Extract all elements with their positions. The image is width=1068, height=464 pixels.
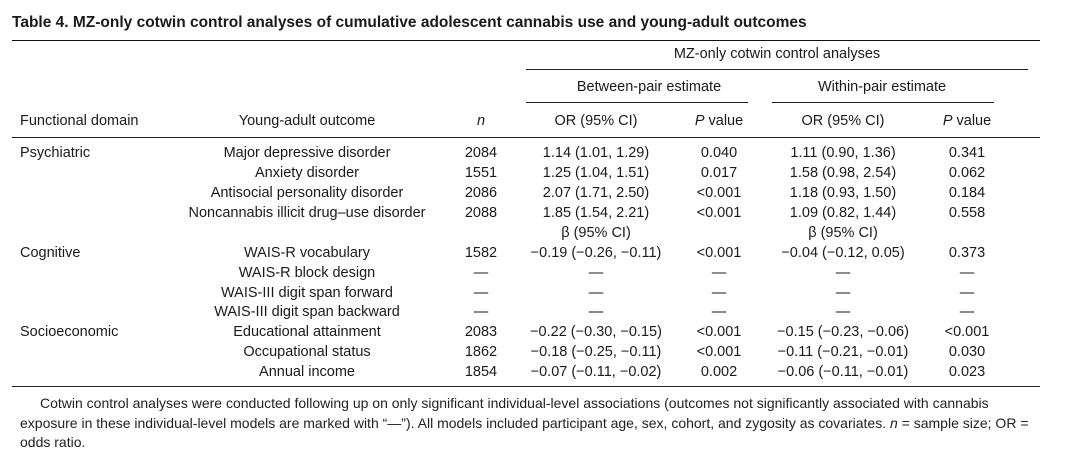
within-estimate-cell: 1.18 (0.93, 1.50) bbox=[789, 185, 897, 201]
between-estimate-cell: — bbox=[588, 265, 604, 281]
within-p-cell: — bbox=[959, 304, 975, 320]
outcome-cell: Noncannabis illicit drug–use disorder bbox=[188, 205, 426, 221]
between-p-cell: 0.017 bbox=[700, 165, 738, 181]
within-p-cell: — bbox=[959, 285, 975, 301]
between-estimate-cell: 1.85 (1.54, 2.21) bbox=[542, 205, 650, 221]
between-estimate-cell: 1.14 (1.01, 1.29) bbox=[542, 145, 650, 161]
outcome-cell: Annual income bbox=[259, 364, 355, 380]
n-cell: 2084 bbox=[464, 145, 498, 161]
between-estimate-cell: — bbox=[588, 304, 604, 320]
between-estimate-cell: 2.07 (1.71, 2.50) bbox=[542, 185, 650, 201]
footnote-text-end: = sample size; OR = odds ratio. bbox=[20, 414, 1029, 451]
between-p-cell: <0.001 bbox=[696, 324, 742, 340]
within-pair-rule bbox=[772, 102, 994, 103]
col-within-p: P value bbox=[942, 113, 992, 129]
between-p-cell: <0.001 bbox=[696, 344, 742, 360]
outcome-cell: Major depressive disorder bbox=[223, 145, 391, 161]
outcome-cell: WAIS-III digit span forward bbox=[221, 285, 393, 301]
header-rule bbox=[12, 137, 1040, 138]
within-estimate-cell: 1.11 (0.90, 1.36) bbox=[790, 145, 896, 161]
col-functional-domain: Functional domain bbox=[20, 113, 139, 129]
between-p-cell: <0.001 bbox=[696, 185, 742, 201]
between-p-cell: — bbox=[711, 285, 727, 301]
outcome-cell: Occupational status bbox=[243, 344, 371, 360]
between-estimate-cell: — bbox=[588, 285, 604, 301]
within-estimate-cell: −0.15 (−0.23, −0.06) bbox=[777, 324, 909, 340]
n-cell: — bbox=[473, 265, 489, 281]
between-estimate-cell: −0.19 (−0.26, −0.11) bbox=[530, 245, 662, 261]
within-estimate-cell: −0.06 (−0.11, −0.01) bbox=[777, 364, 909, 380]
domain-psychiatric: Psychiatric bbox=[20, 145, 91, 161]
n-cell: — bbox=[473, 285, 489, 301]
within-estimate-cell: −0.11 (−0.21, −0.01) bbox=[777, 344, 909, 360]
bottom-rule bbox=[12, 386, 1040, 387]
n-cell: — bbox=[473, 304, 489, 320]
n-cell: 2086 bbox=[464, 185, 498, 201]
n-cell: 2088 bbox=[464, 205, 498, 221]
col-young-adult-outcome: Young-adult outcome bbox=[238, 113, 376, 129]
between-p-cell: — bbox=[711, 265, 727, 281]
within-p-cell: — bbox=[959, 265, 975, 281]
outcome-cell: WAIS-R vocabulary bbox=[244, 245, 370, 261]
between-p-cell: 0.002 bbox=[700, 364, 738, 380]
within-estimate-cell: — bbox=[835, 285, 851, 301]
outcome-cell: Antisocial personality disorder bbox=[210, 185, 404, 201]
outcome-cell: Anxiety disorder bbox=[255, 165, 359, 181]
beta-label-between: β (95% CI) bbox=[561, 225, 631, 241]
between-p-cell: 0.040 bbox=[700, 145, 738, 161]
between-p-cell: <0.001 bbox=[696, 245, 742, 261]
within-estimate-cell: 1.58 (0.98, 2.54) bbox=[789, 165, 897, 181]
n-cell: 1862 bbox=[464, 344, 498, 360]
within-estimate-cell: −0.04 (−0.12, 0.05) bbox=[781, 245, 905, 261]
within-estimate-cell: 1.09 (0.82, 1.44) bbox=[789, 205, 897, 221]
within-estimate-cell: — bbox=[835, 304, 851, 320]
outcome-cell: WAIS-III digit span backward bbox=[214, 304, 400, 320]
within-pair-header: Within-pair estimate bbox=[817, 79, 947, 95]
n-cell: 1582 bbox=[464, 245, 498, 261]
domain-socioeconomic: Socioeconomic bbox=[20, 324, 119, 340]
between-pair-rule bbox=[526, 102, 748, 103]
top-rule bbox=[12, 40, 1040, 41]
within-p-cell: 0.373 bbox=[948, 245, 986, 261]
domain-cognitive: Cognitive bbox=[20, 245, 81, 261]
between-estimate-cell: −0.22 (−0.30, −0.15) bbox=[530, 324, 662, 340]
between-p-cell: — bbox=[711, 304, 727, 320]
within-p-cell: <0.001 bbox=[944, 324, 990, 340]
col-between-or: OR (95% CI) bbox=[554, 113, 638, 129]
within-p-cell: 0.341 bbox=[948, 145, 986, 161]
n-cell: 1551 bbox=[464, 165, 498, 181]
between-estimate-cell: 1.25 (1.04, 1.51) bbox=[542, 165, 650, 181]
within-p-cell: 0.184 bbox=[948, 185, 986, 201]
col-n: n bbox=[476, 113, 486, 129]
between-p-cell: <0.001 bbox=[696, 205, 742, 221]
col-between-p: P value bbox=[694, 113, 744, 129]
n-cell: 2083 bbox=[464, 324, 498, 340]
between-pair-header: Between-pair estimate bbox=[576, 79, 722, 95]
between-estimate-cell: −0.18 (−0.25, −0.11) bbox=[530, 344, 662, 360]
table-title: Table 4. MZ-only cotwin control analyses… bbox=[12, 14, 807, 31]
beta-label-within: β (95% CI) bbox=[808, 225, 878, 241]
col-within-or: OR (95% CI) bbox=[801, 113, 885, 129]
within-p-cell: 0.062 bbox=[948, 165, 986, 181]
within-p-cell: 0.030 bbox=[948, 344, 986, 360]
spanner-rule bbox=[526, 69, 1028, 70]
within-p-cell: 0.023 bbox=[948, 364, 986, 380]
outcome-cell: WAIS-R block design bbox=[238, 265, 376, 281]
spanner-header: MZ-only cotwin control analyses bbox=[673, 46, 881, 62]
between-estimate-cell: −0.07 (−0.11, −0.02) bbox=[530, 364, 662, 380]
within-estimate-cell: — bbox=[835, 265, 851, 281]
within-p-cell: 0.558 bbox=[948, 205, 986, 221]
footnote-n-symbol: n bbox=[889, 414, 898, 431]
table-footnote: Cotwin control analyses were conducted f… bbox=[20, 394, 1050, 453]
outcome-cell: Educational attainment bbox=[233, 324, 381, 340]
n-cell: 1854 bbox=[464, 364, 498, 380]
footnote-text: Cotwin control analyses were conducted f… bbox=[20, 395, 989, 431]
